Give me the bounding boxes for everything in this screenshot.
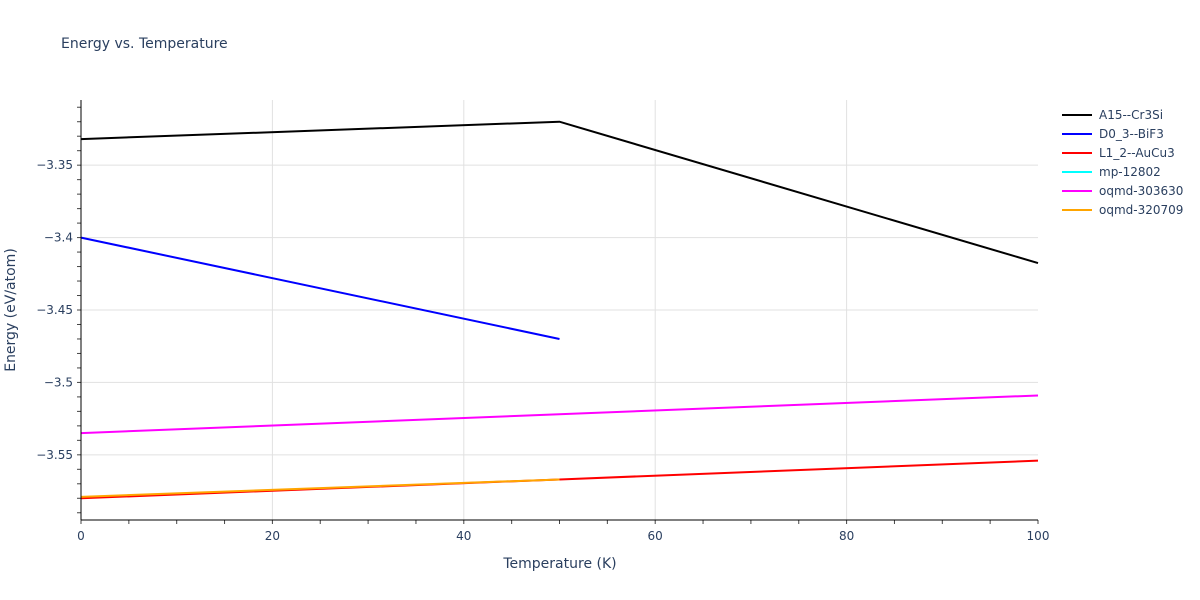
x-tick-label: 80: [839, 529, 854, 543]
y-tick-label: −3.45: [36, 303, 73, 317]
legend-swatch: [1062, 151, 1092, 154]
x-tick-label: 60: [648, 529, 663, 543]
legend-swatch: [1062, 208, 1092, 211]
y-axis-title: Energy (eV/atom): [3, 248, 19, 372]
x-tick-label: 100: [1027, 529, 1050, 543]
legend-item[interactable]: A15--Cr3Si: [1062, 105, 1183, 124]
legend-item[interactable]: L1_2--AuCu3: [1062, 143, 1183, 162]
legend-label: D0_3--BiF3: [1099, 126, 1164, 141]
legend-item[interactable]: D0_3--BiF3: [1062, 124, 1183, 143]
legend-label: A15--Cr3Si: [1099, 107, 1164, 122]
legend-item[interactable]: mp-12802: [1062, 162, 1183, 181]
y-tick-label: −3.35: [36, 158, 73, 172]
legend-label: L1_2--AuCu3: [1099, 145, 1175, 160]
series-line[interactable]: [80, 478, 560, 498]
legend-swatch: [1062, 132, 1092, 135]
legend-swatch: [1062, 189, 1092, 192]
legend-item[interactable]: oqmd-320709: [1062, 200, 1183, 219]
legend-label: mp-12802: [1099, 164, 1161, 179]
y-tick-label: −3.5: [44, 375, 73, 389]
y-tick-label: −3.55: [36, 448, 73, 462]
y-tick-label: −3.4: [44, 231, 73, 245]
axes: 0 20 40 60 80 100 −3.35 −3.4 −3.45 −3.5 −3.55: [36, 100, 1049, 543]
chart-title: Energy vs. Temperature: [61, 36, 228, 52]
series-line[interactable]: [80, 120, 1039, 265]
series-lines: [80, 120, 1039, 500]
legend-swatch: [1062, 170, 1092, 173]
legend-swatch: [1062, 113, 1092, 116]
x-tick-label: 40: [456, 529, 471, 543]
series-line[interactable]: [80, 236, 560, 340]
legend-item[interactable]: oqmd-303630: [1062, 181, 1183, 200]
x-tick-label: 0: [77, 529, 85, 543]
legend: A15--Cr3Si D0_3--BiF3 L1_2--AuCu3 mp-12802 o…: [1062, 105, 1183, 219]
x-tick-label: 20: [265, 529, 280, 543]
x-axis-title: Temperature (K): [502, 556, 616, 572]
series-line[interactable]: [80, 394, 1039, 435]
legend-label: oqmd-320709: [1099, 202, 1184, 217]
legend-label: oqmd-303630: [1099, 183, 1184, 198]
gridlines: [81, 100, 1038, 520]
